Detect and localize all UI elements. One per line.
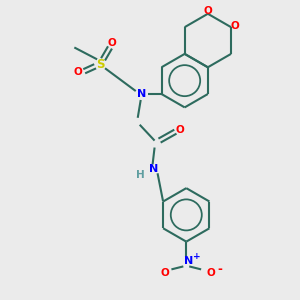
Text: O: O <box>108 38 116 47</box>
Text: O: O <box>203 6 212 16</box>
Text: O: O <box>74 67 83 77</box>
Text: +: + <box>194 252 201 261</box>
Text: N: N <box>137 89 146 99</box>
Text: S: S <box>96 58 104 71</box>
Text: -: - <box>218 263 222 276</box>
Text: O: O <box>160 268 169 278</box>
Text: O: O <box>176 125 185 135</box>
Text: N: N <box>184 256 193 266</box>
Text: O: O <box>207 268 215 278</box>
Text: H: H <box>136 170 145 180</box>
Text: O: O <box>231 21 240 31</box>
Text: N: N <box>149 164 158 174</box>
